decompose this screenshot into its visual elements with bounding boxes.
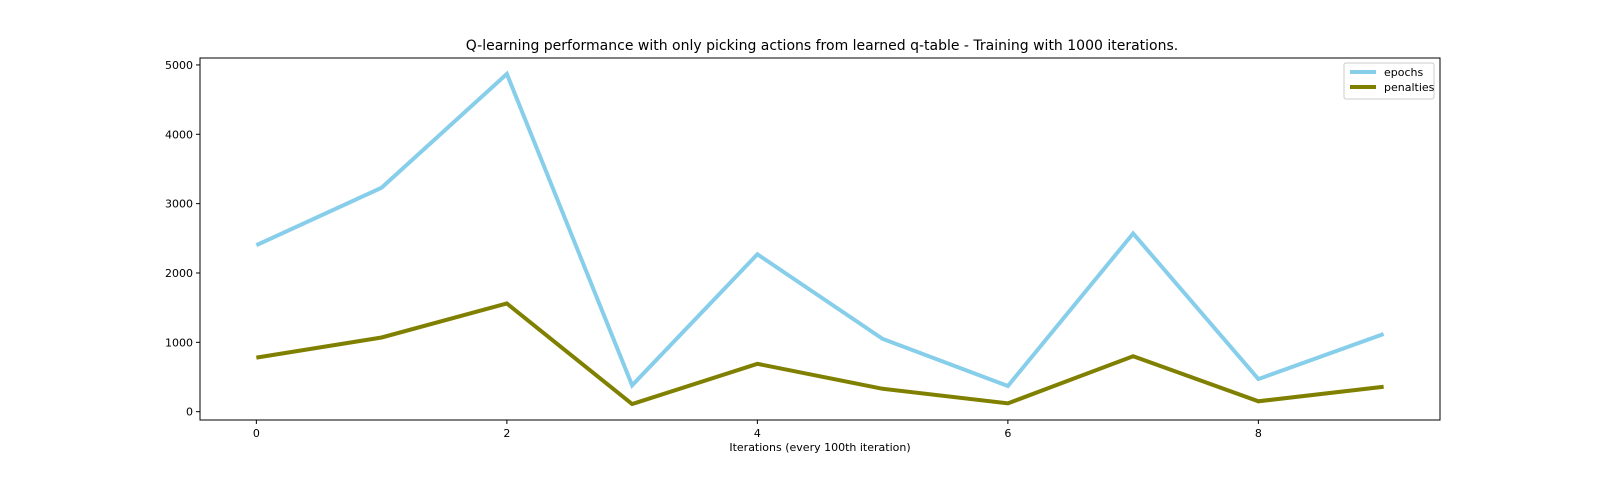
legend-label-penalties: penalties: [1384, 81, 1435, 94]
series-lines: [255, 70, 1385, 407]
y-tick-label: 1000: [165, 336, 193, 349]
y-tick-label: 2000: [165, 267, 193, 280]
x-tick-label: 8: [1255, 427, 1262, 440]
plot-area-frame: [199, 57, 1441, 421]
x-tick-label: 4: [754, 427, 761, 440]
x-axis-label: Iterations (every 100th iteration): [729, 441, 910, 454]
y-tick-label: 5000: [165, 59, 193, 72]
y-tick-label: 4000: [165, 128, 193, 141]
legend: epochs penalties: [1343, 62, 1435, 100]
y-tick-label: 3000: [165, 198, 193, 211]
x-tick-label: 0: [253, 427, 260, 440]
y-tick-label: 0: [186, 406, 193, 419]
series-line-penalties: [256, 301, 1384, 407]
x-axis: 0 2 4 6 8: [253, 420, 1262, 440]
x-tick-label: 6: [1004, 427, 1011, 440]
legend-label-epochs: epochs: [1384, 66, 1423, 79]
x-tick-label: 2: [503, 427, 510, 440]
y-axis: 0 1000 2000 3000 4000 5000: [165, 59, 200, 419]
chart-title: Q-learning performance with only picking…: [466, 38, 1178, 54]
series-line-epochs: [255, 70, 1385, 389]
